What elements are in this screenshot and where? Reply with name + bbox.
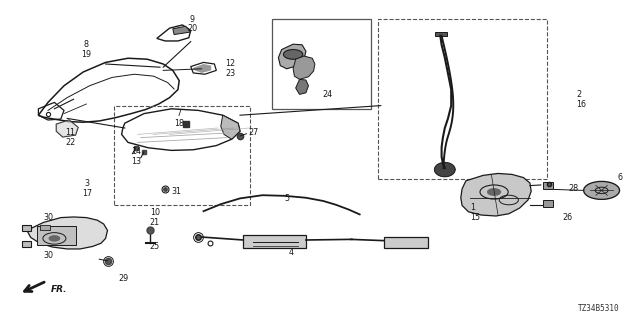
Polygon shape bbox=[193, 64, 211, 73]
Bar bbox=[378, 19, 547, 179]
Text: 31: 31 bbox=[172, 188, 182, 196]
Text: 27: 27 bbox=[248, 128, 259, 137]
Circle shape bbox=[284, 50, 303, 59]
Text: 30: 30 bbox=[43, 213, 53, 222]
Polygon shape bbox=[296, 79, 308, 94]
Text: 30: 30 bbox=[43, 252, 53, 260]
Bar bbox=[543, 200, 553, 207]
Text: 6: 6 bbox=[617, 173, 622, 182]
Polygon shape bbox=[173, 26, 191, 35]
Polygon shape bbox=[221, 115, 240, 139]
Bar bbox=[543, 182, 553, 189]
Text: 26: 26 bbox=[562, 213, 572, 222]
Text: 24: 24 bbox=[323, 90, 333, 99]
Bar bbox=[37, 226, 76, 245]
Text: 14
13: 14 13 bbox=[131, 148, 141, 166]
Text: 1
15: 1 15 bbox=[470, 204, 481, 222]
Text: FR.: FR. bbox=[51, 285, 68, 294]
Polygon shape bbox=[461, 173, 531, 216]
Text: 2
16: 2 16 bbox=[576, 90, 586, 108]
Text: 7
18: 7 18 bbox=[174, 109, 184, 128]
Polygon shape bbox=[56, 120, 78, 137]
Text: 10
21: 10 21 bbox=[150, 208, 160, 227]
Bar bbox=[40, 225, 50, 230]
Text: 28: 28 bbox=[568, 184, 579, 193]
Circle shape bbox=[584, 181, 620, 199]
Bar bbox=[22, 241, 31, 247]
Text: TZ34B5310: TZ34B5310 bbox=[577, 304, 620, 313]
Polygon shape bbox=[278, 44, 306, 69]
Text: 3
17: 3 17 bbox=[82, 180, 92, 198]
Polygon shape bbox=[293, 56, 315, 79]
Bar bbox=[435, 32, 447, 36]
Bar bbox=[114, 106, 250, 205]
Circle shape bbox=[49, 236, 60, 241]
Polygon shape bbox=[435, 163, 455, 177]
Bar bbox=[243, 235, 306, 248]
Text: 11
22: 11 22 bbox=[65, 128, 76, 147]
Text: 9
20: 9 20 bbox=[187, 15, 197, 33]
Circle shape bbox=[488, 189, 500, 195]
Bar bbox=[22, 225, 31, 231]
Bar bbox=[384, 237, 428, 248]
Text: 29: 29 bbox=[118, 274, 129, 283]
Polygon shape bbox=[27, 217, 108, 249]
Text: 5: 5 bbox=[284, 194, 289, 203]
Text: 8
19: 8 19 bbox=[81, 40, 92, 59]
Text: 25: 25 bbox=[150, 242, 160, 251]
Bar bbox=[272, 19, 371, 109]
Text: 12
23: 12 23 bbox=[225, 60, 236, 78]
Text: 4: 4 bbox=[289, 248, 294, 257]
